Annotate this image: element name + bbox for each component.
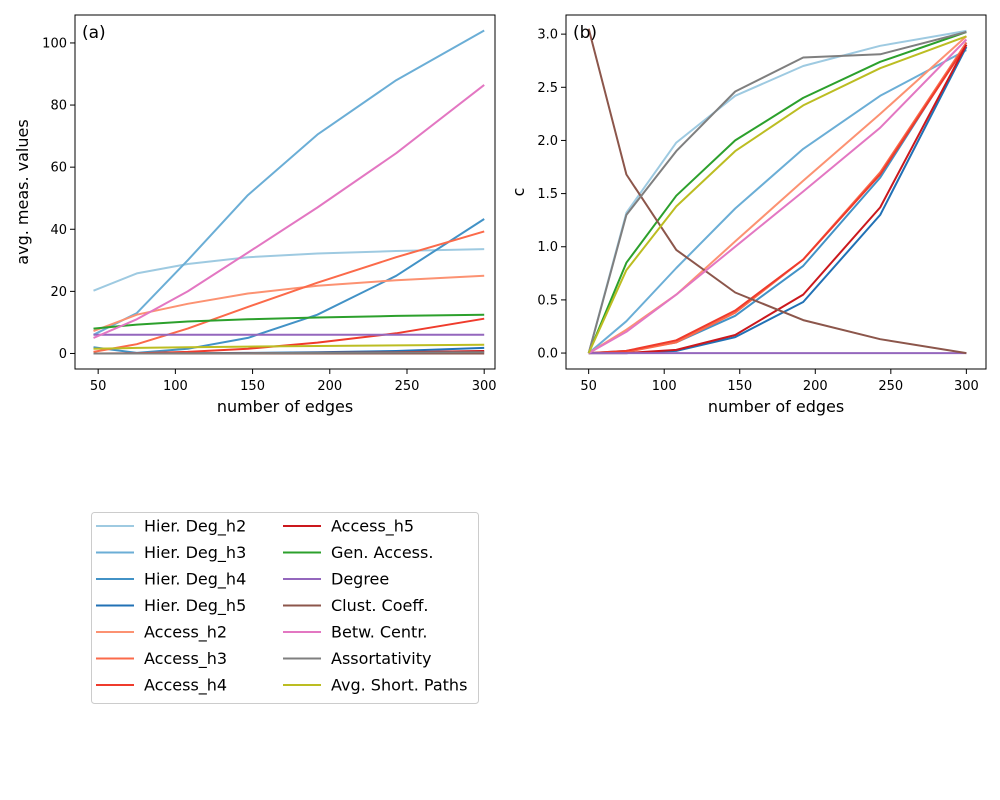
y-axis-label: c xyxy=(509,188,528,197)
series-line-hier-deg-h3 xyxy=(93,29,485,336)
legend-label: Betw. Centr. xyxy=(331,623,428,642)
x-tick-label: 300 xyxy=(954,379,979,394)
x-tick-label: 100 xyxy=(652,379,677,394)
x-axis-label: number of edges xyxy=(217,397,353,416)
y-axis-label: avg. meas. values xyxy=(13,119,32,264)
series-line-access-h2 xyxy=(93,274,485,333)
x-tick-label: 200 xyxy=(803,379,828,394)
series-line-access-h2 xyxy=(588,35,968,354)
legend-entry: Degree xyxy=(283,570,389,589)
x-tick-label: 250 xyxy=(878,379,903,394)
legend-label: Gen. Access. xyxy=(331,543,433,562)
y-tick-label: 60 xyxy=(50,161,67,176)
legend-entry: Hier. Deg_h2 xyxy=(96,517,246,537)
series-line-access-h4 xyxy=(588,44,968,355)
x-tick-label: 150 xyxy=(240,379,265,394)
y-tick-label: 40 xyxy=(50,223,67,238)
y-tick-label: 2.5 xyxy=(537,81,558,96)
series-line-gen-access- xyxy=(93,313,485,330)
x-tick-label: 200 xyxy=(317,379,342,394)
legend-frame xyxy=(91,512,479,704)
y-tick-label: 1.5 xyxy=(537,187,558,202)
y-tick-label: 0 xyxy=(59,347,67,362)
series-line-clust-coeff- xyxy=(587,28,967,355)
series-line-hier-deg-h3 xyxy=(588,49,967,354)
axes-frame xyxy=(565,14,987,370)
legend-entry: Hier. Deg_h3 xyxy=(96,543,246,563)
legend-entry: Hier. Deg_h5 xyxy=(96,596,246,616)
series-line-access-h3 xyxy=(93,230,485,353)
legend-entry: Hier. Deg_h4 xyxy=(96,570,246,590)
legend-label: Avg. Short. Paths xyxy=(331,676,467,695)
legend-entry: Access_h4 xyxy=(96,676,227,696)
series-line-assortativity xyxy=(587,31,967,354)
legend-entry: Clust. Coeff. xyxy=(283,596,428,615)
panel-1: 50 100 150 200 250 300 0.0 0.5 1.0 1.5 2.0 2.5 3.0 nu… xyxy=(509,14,987,416)
y-tick-label: 20 xyxy=(50,285,67,300)
x-tick-label: 150 xyxy=(727,379,752,394)
x-tick-label: 100 xyxy=(163,379,188,394)
y-tick-label: 3.0 xyxy=(537,28,558,43)
y-tick-label: 0.5 xyxy=(537,293,558,308)
panel-tag: (a) xyxy=(82,23,106,43)
series-line-hier-deg-h2 xyxy=(93,248,485,292)
legend-label: Access_h3 xyxy=(144,649,227,669)
series-group xyxy=(93,29,485,355)
x-axis-label: number of edges xyxy=(708,397,844,416)
panel-0: 50 100 150 200 250 300 0 20 40 60 80 100 number of e… xyxy=(13,14,497,416)
legend-label: Access_h4 xyxy=(144,676,227,696)
x-tick-label: 50 xyxy=(580,379,597,394)
legend-entry: Gen. Access. xyxy=(283,543,433,562)
legend-label: Hier. Deg_h2 xyxy=(144,517,246,537)
y-tick-label: 100 xyxy=(42,36,67,51)
legend-entry: Avg. Short. Paths xyxy=(283,676,467,695)
panel-tag: (b) xyxy=(573,23,597,43)
legend-entry: Access_h2 xyxy=(96,623,227,643)
legend-entry: Access_h5 xyxy=(283,517,414,537)
legend-entry: Betw. Centr. xyxy=(283,623,428,642)
series-line-betw-centr- xyxy=(93,84,485,339)
series-line-betw-centr- xyxy=(588,38,968,354)
legend-label: Assortativity xyxy=(331,649,431,668)
x-tick-label: 300 xyxy=(472,379,497,394)
legend: Hier. Deg_h2 Hier. Deg_h3 Hier. Deg_h4 Hier… xyxy=(91,512,479,704)
series-line-avg-short-paths xyxy=(93,343,485,350)
axes-frame xyxy=(74,14,496,370)
series-group xyxy=(587,28,968,355)
series-line-hier-deg-h2 xyxy=(587,29,967,354)
x-tick-label: 50 xyxy=(90,379,107,394)
legend-label: Access_h5 xyxy=(331,517,414,537)
y-tick-label: 1.0 xyxy=(537,240,558,255)
legend-label: Hier. Deg_h5 xyxy=(144,596,246,616)
series-line-access-h3 xyxy=(588,42,968,355)
legend-label: Degree xyxy=(331,570,389,589)
x-tick-label: 250 xyxy=(395,379,420,394)
y-tick-label: 80 xyxy=(50,99,67,114)
y-tick-label: 2.0 xyxy=(537,134,558,149)
series-line-assortativity xyxy=(93,351,485,355)
legend-label: Hier. Deg_h4 xyxy=(144,570,246,590)
legend-label: Hier. Deg_h3 xyxy=(144,543,246,563)
legend-entry: Access_h3 xyxy=(96,649,227,669)
legend-entry: Assortativity xyxy=(283,649,431,668)
series-line-gen-access- xyxy=(587,31,967,354)
legend-label: Clust. Coeff. xyxy=(331,596,428,615)
y-tick-label: 0.0 xyxy=(537,347,558,362)
legend-label: Access_h2 xyxy=(144,623,227,643)
series-line-avg-short-paths xyxy=(587,35,967,354)
